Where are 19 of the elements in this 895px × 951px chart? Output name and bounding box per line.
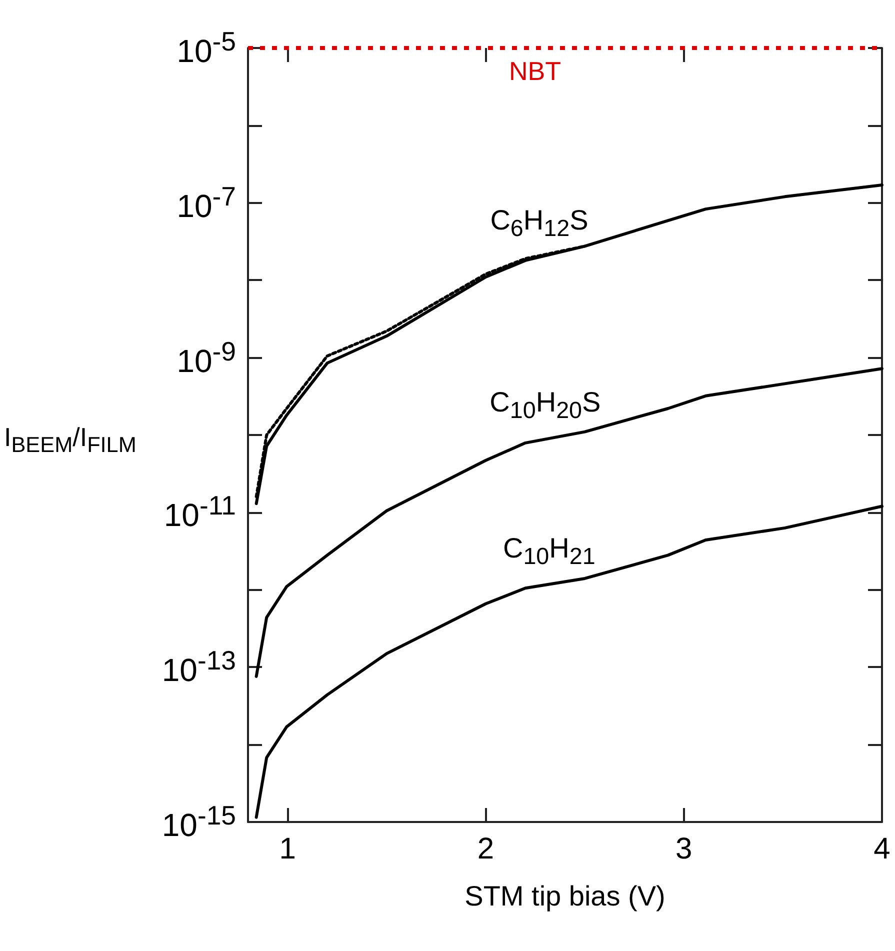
- y-axis-title: I$_{BEEM}$/I$_{FILM}$: [4, 422, 136, 458]
- line-series: [254, 183, 884, 506]
- x-axis-title: STM tip bias (V): [464, 880, 666, 912]
- annotation: C$_{6}$H$_{12}$S: [490, 203, 588, 243]
- y-tick-label: 10$^{-9}$: [176, 335, 236, 380]
- line-series: [254, 367, 884, 678]
- y-tick-label: 10$^{-13}$: [162, 644, 236, 690]
- annotation: C$_{10}$H$_{21}$: [502, 530, 596, 571]
- y-tick-label: 10$^{-15}$: [162, 799, 236, 845]
- x-tick-label: 1: [279, 832, 296, 866]
- y-tick-label: 10$^{-5}$: [176, 25, 236, 71]
- x-tick-label: 2: [477, 832, 494, 866]
- annotation: C$_{10}$H$_{20}$S: [490, 385, 601, 425]
- x-tick-label: 3: [676, 832, 692, 866]
- x-tick-label: 4: [874, 832, 890, 866]
- line-series: [254, 504, 884, 819]
- ref-line-label: NBT: [509, 56, 562, 86]
- y-tick-label: 10$^{-7}$: [176, 180, 236, 226]
- y-tick-label: 10$^{-11}$: [164, 490, 236, 535]
